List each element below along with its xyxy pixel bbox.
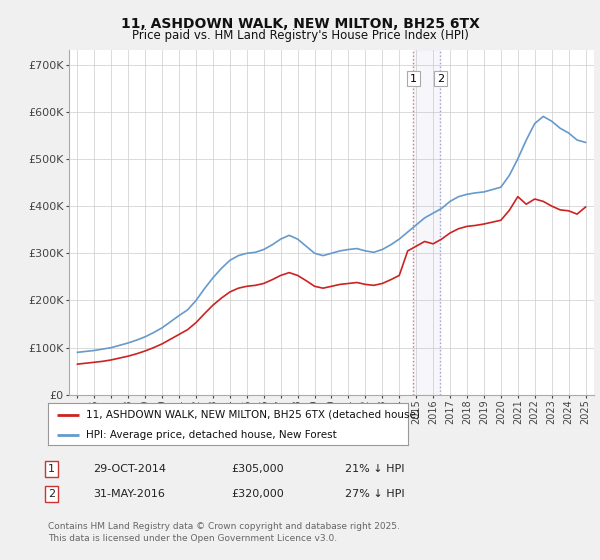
Text: 2: 2 [437, 74, 444, 83]
Text: Price paid vs. HM Land Registry's House Price Index (HPI): Price paid vs. HM Land Registry's House … [131, 29, 469, 43]
Text: 11, ASHDOWN WALK, NEW MILTON, BH25 6TX: 11, ASHDOWN WALK, NEW MILTON, BH25 6TX [121, 16, 479, 30]
Bar [413, 50, 440, 395]
Text: 31-MAY-2016: 31-MAY-2016 [93, 489, 165, 499]
Text: This data is licensed under the Open Government Licence v3.0.: This data is licensed under the Open Gov… [48, 534, 337, 543]
Text: 21% ↓ HPI: 21% ↓ HPI [345, 464, 404, 474]
Text: Contains HM Land Registry data © Crown copyright and database right 2025.: Contains HM Land Registry data © Crown c… [48, 522, 400, 531]
Text: 2: 2 [48, 489, 55, 499]
Text: 27% ↓ HPI: 27% ↓ HPI [345, 489, 404, 499]
Text: HPI: Average price, detached house, New Forest: HPI: Average price, detached house, New … [86, 430, 337, 440]
Text: 1: 1 [410, 74, 417, 83]
Text: 1: 1 [48, 464, 55, 474]
Text: £320,000: £320,000 [231, 489, 284, 499]
Text: 29-OCT-2014: 29-OCT-2014 [93, 464, 166, 474]
Text: 11, ASHDOWN WALK, NEW MILTON, BH25 6TX (detached house): 11, ASHDOWN WALK, NEW MILTON, BH25 6TX (… [86, 409, 419, 419]
Text: £305,000: £305,000 [231, 464, 284, 474]
